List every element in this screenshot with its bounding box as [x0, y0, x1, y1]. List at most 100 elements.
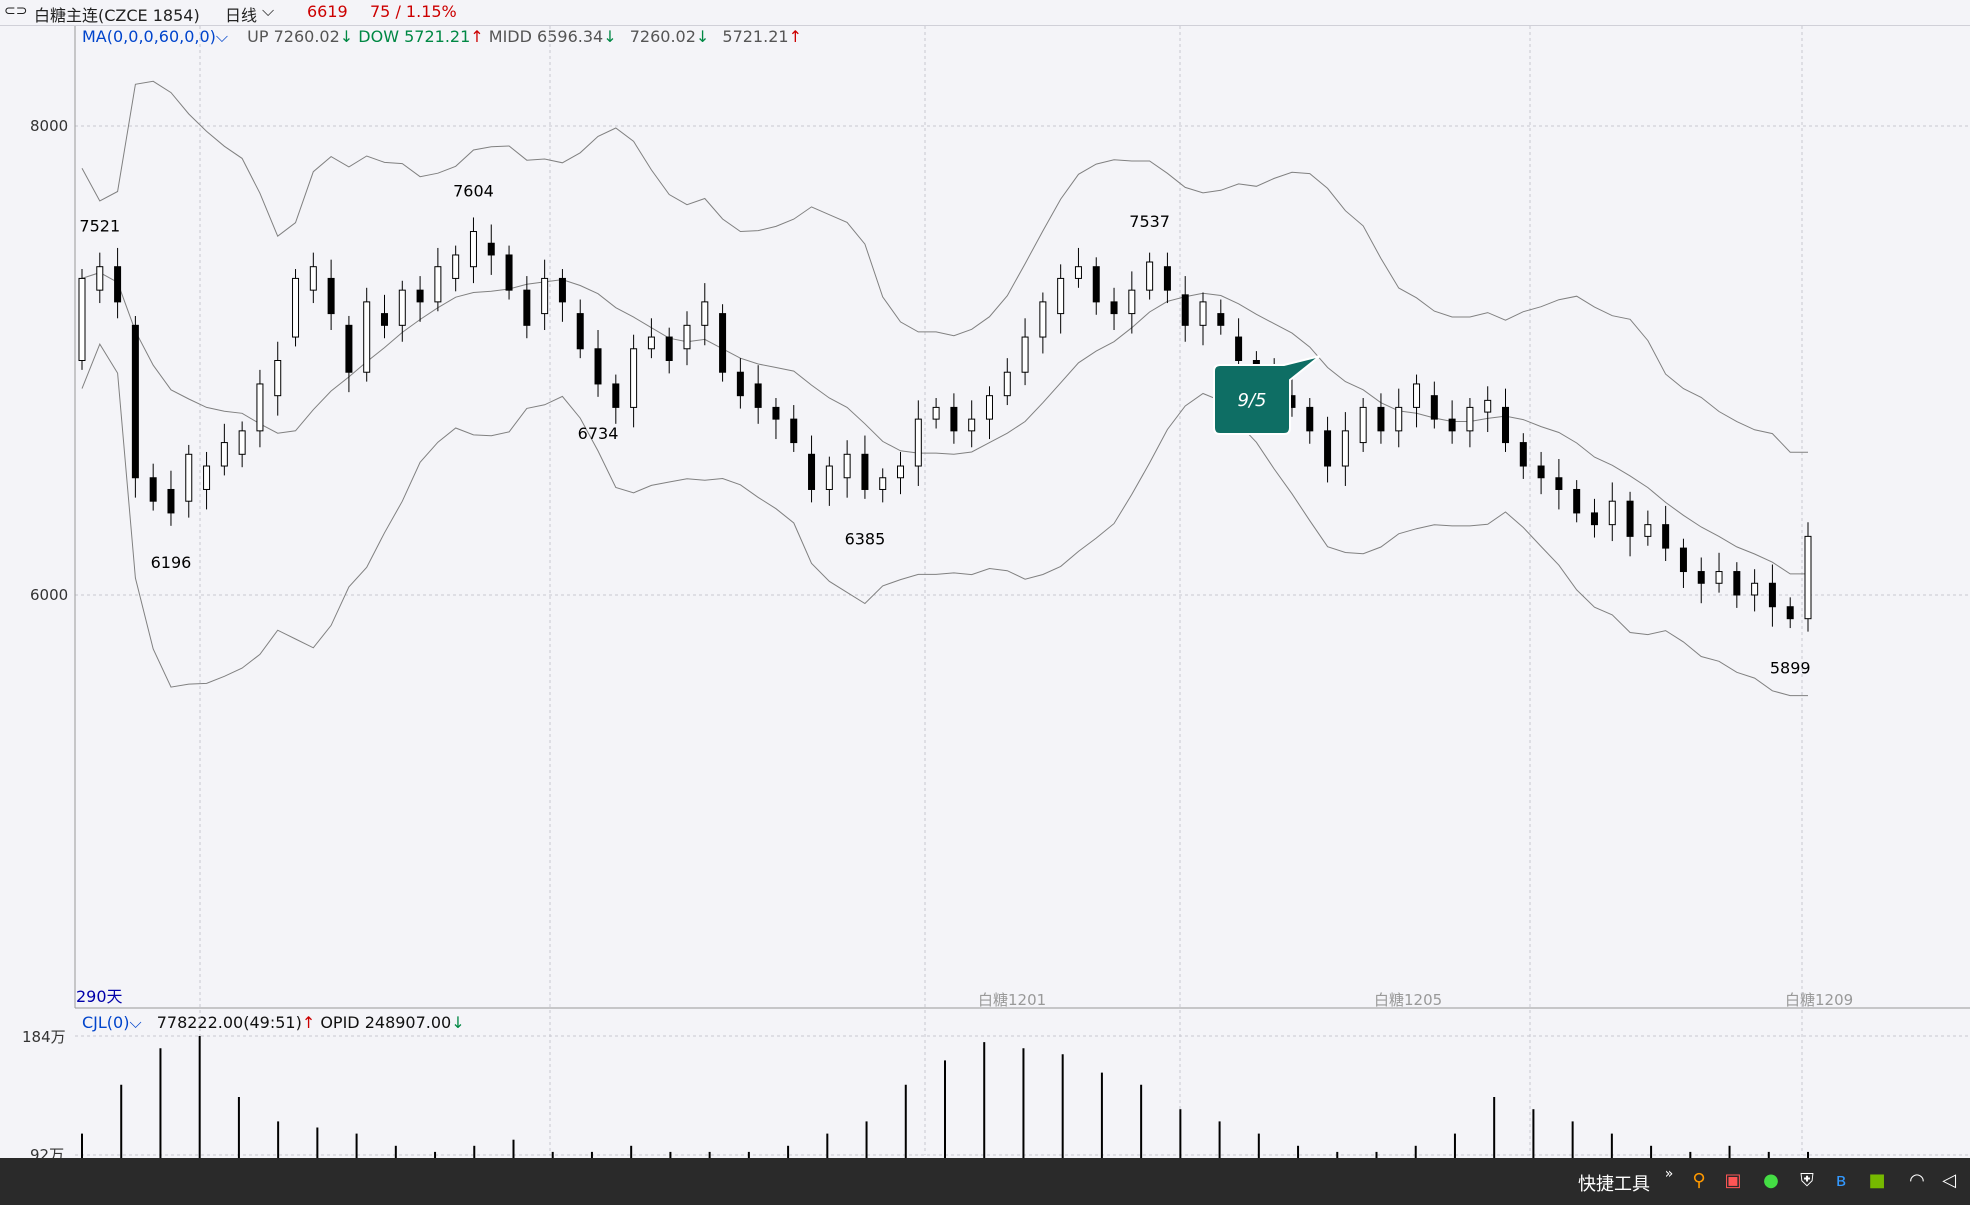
chevron-down-icon[interactable]: ⌵ — [129, 1013, 142, 1032]
candle — [790, 405, 798, 452]
candle — [238, 421, 246, 468]
chevron-down-icon[interactable]: ⌵ — [215, 27, 229, 46]
peak-label: 7604 — [453, 182, 494, 201]
candle — [558, 269, 566, 322]
candle — [541, 259, 549, 331]
candle — [932, 398, 940, 429]
annotation-bubble — [1213, 355, 1321, 435]
bluetooth-icon[interactable]: ʙ — [1835, 1170, 1847, 1191]
midd-value: 6596.34 — [537, 27, 604, 46]
instrument-title[interactable]: 白糖主连(CZCE 1854) — [34, 6, 200, 25]
candle — [487, 224, 495, 275]
price-chart[interactable]: 8000 6000 184万 92万 290天 白糖1201 白糖1205 白糖… — [0, 0, 1970, 1158]
wechat-icon[interactable]: ● — [1763, 1170, 1779, 1191]
nvidia-icon[interactable]: ■ — [1868, 1170, 1886, 1191]
ma-indicator-name[interactable]: MA(0,0,0,60,0,0) — [82, 27, 216, 46]
candle — [203, 451, 211, 510]
candle — [469, 217, 477, 284]
candle — [719, 304, 727, 382]
candle — [114, 247, 122, 319]
candle — [327, 259, 335, 331]
candle-body — [790, 418, 798, 444]
contract-label: 白糖1205 — [1374, 991, 1442, 1009]
candle-body — [1715, 571, 1723, 584]
candle — [630, 334, 638, 428]
candle — [736, 358, 744, 409]
candle — [1021, 318, 1029, 386]
cjl-indicator-name[interactable]: CJL(0) — [82, 1013, 130, 1032]
candle — [754, 365, 762, 424]
candle — [398, 280, 406, 342]
candle — [1644, 510, 1652, 546]
candle-body — [754, 383, 762, 408]
candle — [1181, 276, 1189, 342]
candle — [380, 294, 388, 339]
candle — [1751, 569, 1759, 612]
candle — [345, 315, 353, 393]
candle-body — [1377, 406, 1385, 432]
volume-icon[interactable]: ◁ — [1942, 1170, 1956, 1191]
candle-body — [736, 371, 744, 397]
candle-body — [1128, 289, 1136, 315]
candle-body — [968, 418, 976, 432]
candle — [1057, 264, 1065, 334]
link-icon[interactable]: ⊂⊃ — [4, 3, 28, 19]
peak-label: 5899 — [1770, 659, 1811, 678]
candle-body — [238, 430, 246, 455]
candle-body — [808, 453, 816, 490]
volume-axis-tick: 184万 — [22, 1028, 66, 1046]
candle — [1377, 393, 1385, 444]
candle — [416, 276, 424, 322]
candle-body — [612, 383, 620, 408]
candle — [523, 276, 531, 339]
candle-body — [452, 254, 460, 279]
candle — [1413, 374, 1421, 428]
shield-icon[interactable]: ⛨ — [1800, 1170, 1814, 1191]
last-price: 6619 — [307, 2, 348, 21]
candle — [843, 440, 851, 498]
period-selector[interactable]: 日线 — [225, 6, 258, 25]
quick-tools-label[interactable]: 快捷工具 — [1578, 1174, 1650, 1195]
candle — [1555, 458, 1563, 510]
candle — [1359, 398, 1367, 452]
candle-body — [594, 348, 602, 385]
candle — [1804, 522, 1812, 632]
candle — [1466, 398, 1474, 448]
candle-body — [1448, 418, 1456, 432]
candle — [1715, 552, 1723, 593]
candle-body — [647, 336, 655, 350]
price-axis-tick: 6000 — [30, 586, 68, 604]
dow-value: 5721.21 — [404, 27, 471, 46]
candle-body — [1804, 535, 1812, 620]
chevron-right-icon[interactable]: » — [1664, 1166, 1674, 1182]
candle-body — [1608, 500, 1616, 526]
candle — [274, 341, 282, 416]
candle — [434, 247, 442, 312]
app-icon[interactable]: ▣ — [1724, 1170, 1742, 1191]
candle-body — [861, 453, 869, 490]
midd-label: MIDD — [488, 27, 532, 46]
candle-body — [185, 453, 193, 502]
candle-body — [131, 324, 139, 479]
candle — [612, 374, 620, 424]
candle-body — [114, 266, 122, 303]
candle — [1573, 480, 1581, 523]
candle — [1217, 299, 1225, 335]
candle — [1626, 491, 1634, 557]
candle — [1608, 482, 1616, 542]
date-annotation[interactable]: 9/5 — [1213, 355, 1321, 435]
dropdown-chevron-icon[interactable]: ⌵ — [262, 1, 275, 20]
candle — [1324, 416, 1332, 483]
candle-body — [1644, 524, 1652, 537]
candle-body — [1537, 465, 1545, 479]
candle-body — [1733, 571, 1741, 596]
wifi-icon[interactable]: ◠ — [1909, 1170, 1925, 1191]
candle-body — [914, 418, 922, 467]
candle-body — [541, 277, 549, 315]
search-icon[interactable]: ⚲ — [1692, 1170, 1706, 1191]
candle-body — [1466, 406, 1474, 432]
candle — [1092, 257, 1100, 315]
volume-value: 778222.00(49:51) — [156, 1013, 302, 1032]
price-axis-tick: 8000 — [30, 117, 68, 135]
chart-grid — [75, 26, 1970, 1156]
